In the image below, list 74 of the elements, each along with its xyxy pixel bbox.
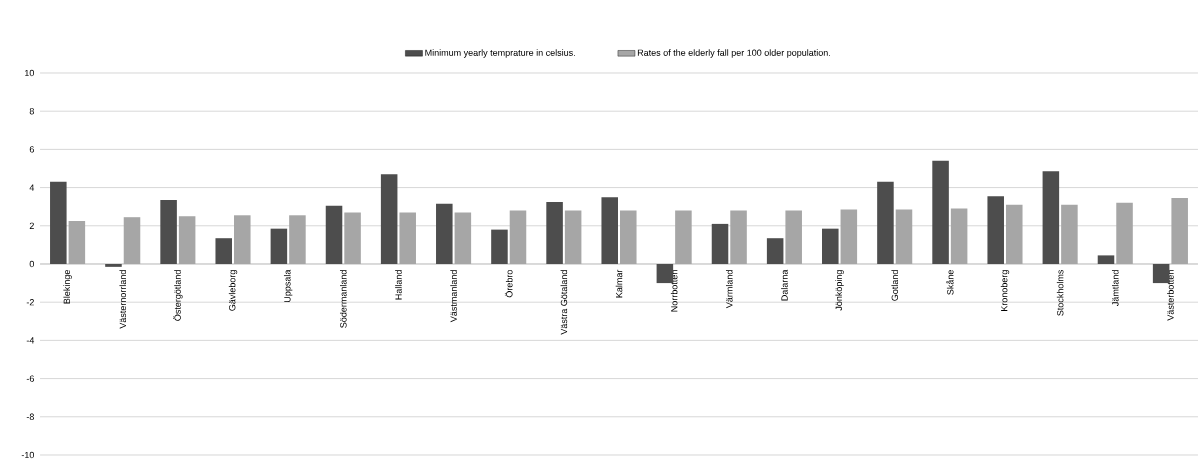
bar (399, 212, 416, 264)
bar (675, 210, 692, 264)
bar (1005, 204, 1023, 264)
y-tick-label: -4 (26, 337, 35, 344)
bar (454, 212, 472, 264)
x-tick-label: Gävleborg (228, 270, 238, 311)
bar (766, 238, 784, 264)
bar (380, 174, 398, 264)
bar (491, 229, 508, 264)
bar (822, 228, 839, 264)
y-tick-label: -6 (26, 375, 34, 382)
bar (840, 209, 858, 264)
x-tick-label: Kronoberg (1000, 270, 1010, 311)
bar (730, 210, 747, 264)
bar (123, 217, 141, 264)
bar (895, 209, 913, 264)
bar (1116, 202, 1133, 264)
y-tick-label: -10 (21, 451, 34, 459)
bar (1042, 171, 1060, 264)
y-tick-label: 0 (29, 260, 34, 268)
bar (50, 181, 67, 264)
x-tick-label: Stockholms (1056, 269, 1064, 316)
bar (620, 210, 637, 264)
bar (987, 196, 1004, 264)
x-tick-label: Jämtland (1111, 270, 1119, 307)
bar (270, 228, 288, 264)
x-tick-label: Gotland (891, 270, 899, 301)
y-tick-label: 10 (25, 69, 34, 77)
x-tick-label: Västmanland (450, 270, 457, 323)
x-tick-label: Norrbotten (670, 270, 678, 312)
x-tick-label: Uppsala (283, 269, 293, 302)
x-tick-label: Värmland (725, 270, 733, 309)
x-tick-label: Skåne (946, 270, 954, 295)
bar (160, 200, 177, 264)
y-tick-label: 8 (29, 108, 34, 115)
bar (877, 181, 894, 264)
x-tick-label: Kalmar (615, 269, 623, 298)
bar (105, 263, 122, 267)
bar (325, 205, 343, 264)
bar (950, 208, 968, 264)
bar (1171, 198, 1188, 264)
x-tick-label: Östergötland (173, 270, 183, 321)
bar (215, 238, 233, 264)
bar (785, 210, 802, 264)
x-tick-label: Blekinge (63, 270, 72, 304)
bar (509, 210, 527, 264)
bar (289, 215, 306, 264)
bar (601, 197, 618, 264)
x-tick-label: Halland (395, 270, 402, 300)
bar (932, 160, 949, 264)
bar (68, 221, 86, 264)
y-tick-label: 4 (29, 184, 35, 191)
bar (1061, 204, 1078, 264)
x-tick-label: Örebro (504, 270, 513, 298)
x-tick-label: Västra Götaland (560, 270, 568, 335)
bar (178, 216, 196, 264)
bar (546, 201, 563, 264)
x-tick-label: Västerbotten (1167, 270, 1174, 321)
bar (711, 223, 729, 264)
bar (234, 215, 251, 264)
legend-label: Minimum yearly temprature in celsius. (425, 49, 575, 58)
x-tick-label: Södermanland (339, 270, 347, 328)
y-tick-label: -2 (26, 299, 34, 306)
legend-label: Rates of the elderly fall per 100 older population. (637, 49, 830, 58)
y-tick-label: 6 (29, 146, 34, 153)
x-tick-label: Jönköping (835, 270, 844, 311)
x-tick-label: Dalarna (781, 269, 788, 301)
y-tick-label: -8 (26, 413, 34, 420)
x-tick-label: Västernorrland (119, 270, 127, 329)
bar (344, 212, 361, 264)
bar (564, 210, 582, 264)
bar (436, 203, 453, 264)
bar (1097, 255, 1115, 264)
y-tick-label: 2 (29, 222, 34, 229)
